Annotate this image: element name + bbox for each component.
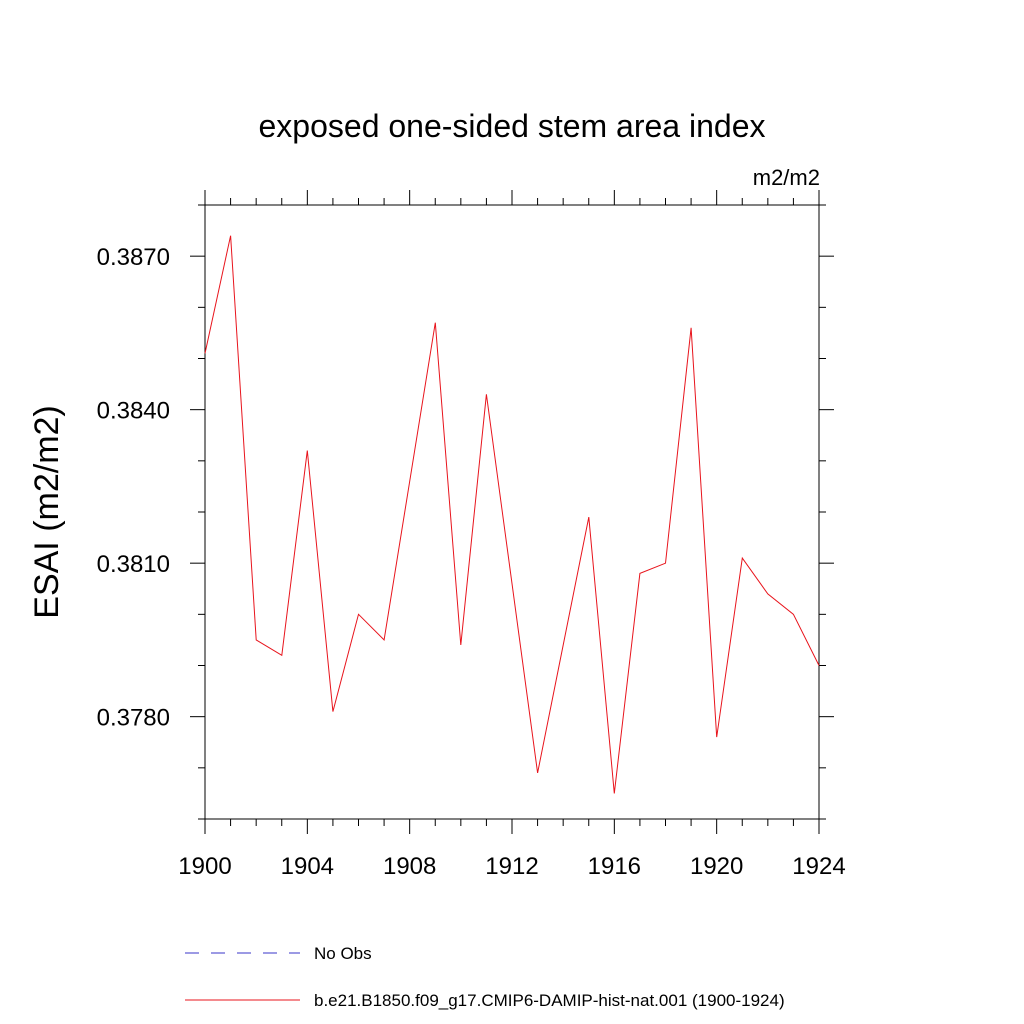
y-tick-label: 0.3780 bbox=[97, 705, 170, 732]
x-tick-label: 1920 bbox=[690, 853, 743, 880]
chart-title: exposed one-sided stem area index bbox=[259, 108, 766, 144]
y-tick-label: 0.3810 bbox=[97, 551, 170, 578]
axis-ticks bbox=[190, 190, 834, 834]
x-tick-label: 1912 bbox=[485, 853, 538, 880]
y-axis-label: ESAI (m2/m2) bbox=[28, 405, 66, 618]
legend-label-no-obs: No Obs bbox=[314, 944, 372, 963]
series-line-model bbox=[204, 235, 820, 794]
legend: No Obs b.e21.B1850.f09_g17.CMIP6-DAMIP-h… bbox=[185, 944, 785, 1010]
x-tick-label: 1916 bbox=[588, 853, 641, 880]
plot-frame bbox=[204, 204, 820, 820]
series-layer bbox=[204, 235, 820, 794]
axis-tick-labels: 1900 1904 1908 1912 1916 1920 1924 0.3780 0.3810… bbox=[97, 244, 846, 880]
x-tick-label: 1908 bbox=[383, 853, 436, 880]
units-label: m2/m2 bbox=[753, 165, 820, 190]
y-tick-label: 0.3840 bbox=[97, 398, 170, 425]
x-tick-label: 1924 bbox=[792, 853, 845, 880]
legend-label-model: b.e21.B1850.f09_g17.CMIP6-DAMIP-hist-nat… bbox=[314, 991, 785, 1010]
y-tick-label: 0.3870 bbox=[97, 244, 170, 271]
x-tick-label: 1900 bbox=[178, 853, 231, 880]
x-tick-label: 1904 bbox=[281, 853, 334, 880]
